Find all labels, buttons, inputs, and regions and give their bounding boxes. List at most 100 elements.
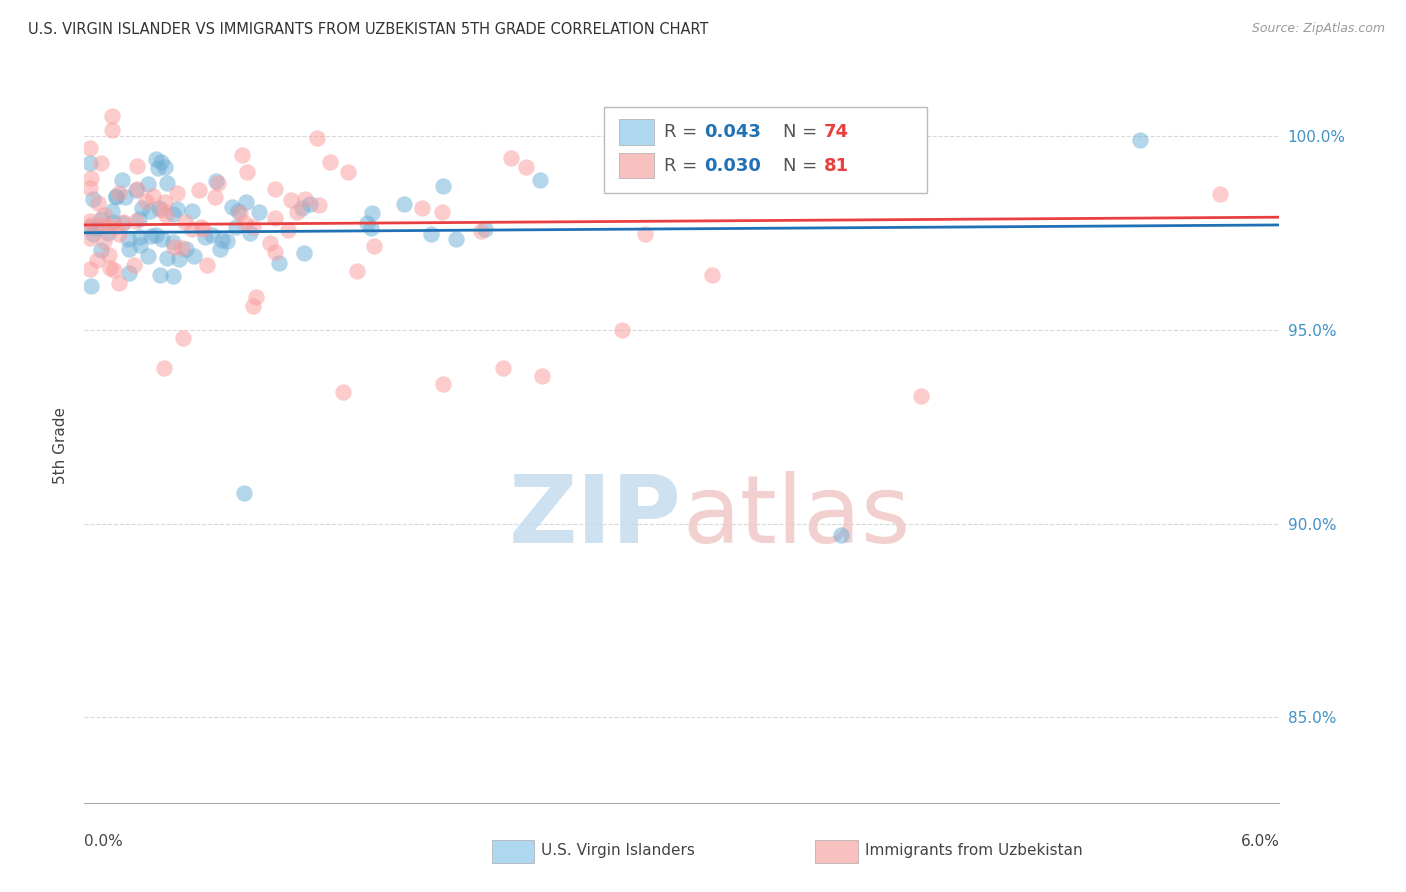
Point bbox=[129, 237, 152, 252]
Point bbox=[346, 263, 368, 277]
Point bbox=[104, 220, 127, 235]
Point bbox=[207, 176, 229, 190]
Point bbox=[235, 216, 257, 230]
Text: 0.030: 0.030 bbox=[704, 157, 762, 175]
Point bbox=[79, 214, 101, 228]
Point bbox=[82, 227, 104, 241]
Point bbox=[149, 268, 172, 283]
Point bbox=[188, 183, 211, 197]
Point bbox=[91, 219, 114, 233]
Point bbox=[155, 208, 177, 222]
Point bbox=[205, 174, 228, 188]
Point bbox=[294, 192, 316, 206]
Point bbox=[174, 242, 197, 256]
Point bbox=[145, 152, 167, 166]
Point bbox=[148, 202, 170, 216]
Point bbox=[280, 193, 302, 207]
Point bbox=[181, 221, 204, 235]
Point bbox=[146, 161, 169, 175]
Point bbox=[79, 181, 101, 195]
Point bbox=[174, 215, 197, 229]
Point bbox=[166, 186, 188, 200]
Point bbox=[103, 263, 125, 277]
Point bbox=[153, 194, 176, 209]
Point bbox=[162, 235, 184, 249]
Point bbox=[432, 204, 454, 219]
Point bbox=[191, 222, 214, 236]
Text: 74: 74 bbox=[824, 123, 849, 141]
Point bbox=[142, 189, 165, 203]
Point bbox=[139, 228, 162, 243]
Point bbox=[264, 211, 287, 225]
Text: Immigrants from Uzbekistan: Immigrants from Uzbekistan bbox=[865, 844, 1083, 858]
Point bbox=[319, 155, 342, 169]
Point bbox=[211, 233, 233, 247]
Point bbox=[125, 183, 148, 197]
Point bbox=[79, 156, 101, 170]
Point bbox=[1129, 133, 1152, 147]
Point bbox=[125, 214, 148, 228]
Point bbox=[156, 177, 179, 191]
Point bbox=[111, 173, 134, 187]
Point bbox=[93, 235, 115, 249]
Point bbox=[501, 151, 523, 165]
Point bbox=[84, 220, 107, 235]
Point bbox=[150, 232, 173, 246]
Point bbox=[101, 215, 124, 229]
Point bbox=[82, 192, 104, 206]
Point bbox=[86, 252, 108, 267]
Point bbox=[169, 252, 191, 266]
Point bbox=[107, 186, 129, 200]
Text: atlas: atlas bbox=[682, 471, 910, 564]
Point bbox=[166, 202, 188, 216]
Point bbox=[180, 203, 202, 218]
Point bbox=[420, 227, 443, 242]
Point bbox=[90, 155, 112, 169]
Point bbox=[363, 238, 385, 252]
Point bbox=[97, 219, 120, 234]
Point bbox=[263, 245, 285, 260]
Point bbox=[190, 220, 212, 235]
Point bbox=[104, 189, 127, 203]
Point bbox=[226, 203, 249, 218]
Text: 0.0%: 0.0% bbox=[84, 834, 124, 849]
Point bbox=[100, 109, 122, 123]
Point bbox=[830, 528, 852, 542]
Point bbox=[79, 261, 101, 276]
Point bbox=[138, 177, 160, 191]
Point bbox=[285, 204, 308, 219]
Point bbox=[108, 227, 131, 241]
Point bbox=[87, 195, 110, 210]
Point bbox=[98, 260, 121, 275]
Point bbox=[136, 249, 159, 263]
Point bbox=[247, 205, 270, 219]
FancyBboxPatch shape bbox=[605, 107, 927, 193]
Point bbox=[80, 218, 103, 232]
Text: 6.0%: 6.0% bbox=[1240, 834, 1279, 849]
Point bbox=[79, 141, 101, 155]
Point bbox=[195, 259, 218, 273]
Point bbox=[474, 221, 496, 235]
Point bbox=[172, 331, 194, 345]
Point bbox=[111, 215, 134, 229]
Point bbox=[215, 234, 238, 248]
Point bbox=[150, 203, 173, 218]
Point bbox=[100, 123, 122, 137]
Point bbox=[100, 203, 122, 218]
Point bbox=[308, 198, 330, 212]
Text: N =: N = bbox=[783, 123, 824, 141]
Y-axis label: 5th Grade: 5th Grade bbox=[53, 408, 69, 484]
Point bbox=[139, 204, 162, 219]
Point bbox=[80, 278, 103, 293]
Point bbox=[700, 268, 723, 282]
Point bbox=[201, 227, 224, 242]
Point bbox=[90, 243, 112, 257]
Text: R =: R = bbox=[664, 157, 703, 175]
Point bbox=[337, 165, 360, 179]
Point bbox=[117, 232, 139, 246]
Point bbox=[235, 195, 257, 210]
Point bbox=[356, 216, 378, 230]
Point bbox=[97, 226, 120, 240]
Point bbox=[128, 230, 150, 244]
Point bbox=[531, 369, 554, 384]
